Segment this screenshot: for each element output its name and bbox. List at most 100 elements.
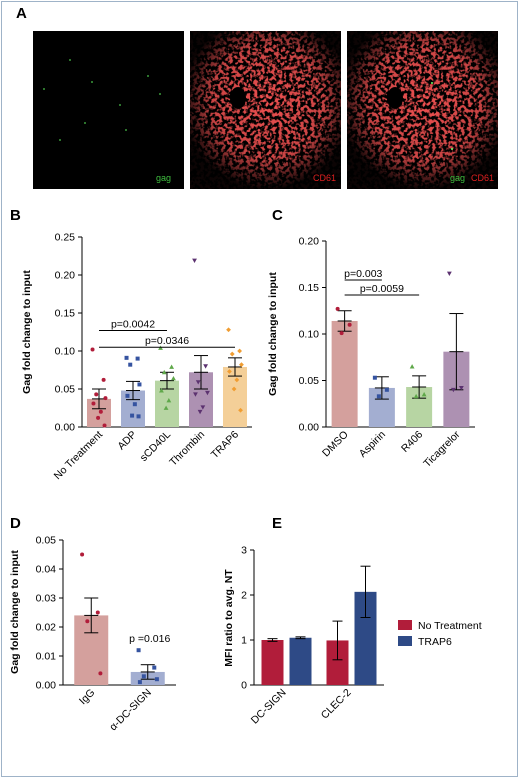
y-tick-label: 0.20 <box>55 270 76 282</box>
legend-label: TRAP6 <box>418 636 452 648</box>
chart-panel-d: D 0.00 0.01 0.02 0.03 0.04 0.05 Gag fold change… <box>9 515 176 733</box>
y-tick-label: 0.03 <box>36 593 57 605</box>
data-point <box>137 382 142 387</box>
bar <box>289 637 312 685</box>
data-point <box>85 619 90 624</box>
data-point <box>141 674 146 679</box>
data-point <box>159 388 164 393</box>
data-point <box>94 392 99 397</box>
x-tick-label: DC-SIGN <box>249 687 289 727</box>
label-cd61: CD61 <box>313 173 336 183</box>
data-point <box>421 392 427 397</box>
panel-letter: C <box>272 207 283 224</box>
data-point <box>95 610 100 615</box>
data-point <box>137 680 142 685</box>
data-point <box>130 413 135 418</box>
legend-swatch <box>398 636 412 646</box>
data-point <box>161 369 167 375</box>
y-tick-label: 0.00 <box>299 422 320 434</box>
data-point <box>80 552 85 557</box>
data-point <box>124 355 129 360</box>
data-point <box>103 396 108 401</box>
data-point <box>229 351 235 357</box>
y-axis-label: MFI ratio to avg. NT <box>223 569 235 667</box>
x-tick-label: No Treatment <box>52 429 106 483</box>
data-point <box>372 375 377 380</box>
data-point <box>195 380 201 385</box>
p-value-label: p=0.0346 <box>145 335 189 347</box>
label-gag: gag <box>156 173 171 183</box>
data-point <box>192 258 197 263</box>
p-value-label: p=0.0059 <box>360 283 404 295</box>
y-tick-label: 0.00 <box>36 680 57 692</box>
y-axis-label: Gag fold change to input <box>9 550 21 674</box>
y-tick-label: 0.02 <box>36 622 57 634</box>
data-point <box>163 405 169 410</box>
data-point <box>166 398 172 403</box>
panel-letter: E <box>272 515 282 532</box>
y-tick-label: 0.05 <box>299 375 320 387</box>
y-tick-label: 0.00 <box>55 422 76 434</box>
y-tick-label: 0.01 <box>36 651 57 663</box>
x-tick-label: Thrombin <box>167 429 207 469</box>
y-tick-label: 0.20 <box>299 236 320 248</box>
legend-swatch <box>398 620 412 630</box>
y-axis-label: Gag fold change to input <box>267 272 279 396</box>
data-point <box>450 387 456 393</box>
gag-signal <box>43 59 161 141</box>
data-point <box>136 648 141 653</box>
data-point <box>136 414 141 419</box>
data-point <box>339 331 344 336</box>
x-tick-label: DMSO <box>320 429 351 460</box>
y-tick-label: 1 <box>241 635 247 647</box>
bar <box>354 591 377 685</box>
chart-panel-c: C 0.00 0.05 0.10 0.15 0.20 Gag fold change to … <box>267 207 475 470</box>
data-point <box>90 347 95 352</box>
data-point <box>101 377 106 382</box>
data-point <box>384 387 389 392</box>
y-tick-label: 0.04 <box>36 564 57 576</box>
y-tick-label: 0 <box>241 680 247 692</box>
data-point <box>171 375 176 381</box>
x-tick-label: TRAP6 <box>209 429 242 462</box>
y-tick-label: 0.10 <box>299 329 320 341</box>
panel-letter: B <box>10 207 21 224</box>
data-point <box>227 369 232 374</box>
bar <box>223 366 247 427</box>
x-tick-label: CLEC-2 <box>319 687 354 722</box>
y-tick-label: 0.15 <box>55 308 76 320</box>
label-cd61-merge: CD61 <box>471 173 494 183</box>
label-gag-merge: gag <box>450 173 465 183</box>
data-point <box>231 386 237 392</box>
data-point <box>154 677 159 682</box>
y-tick-label: 0.10 <box>55 346 76 358</box>
y-tick-label: 0.25 <box>55 232 76 244</box>
data-point <box>413 393 419 399</box>
data-point <box>169 364 175 369</box>
p-value-label: p=0.003 <box>344 268 382 280</box>
data-point <box>132 402 137 407</box>
data-point <box>238 407 243 413</box>
y-axis-label: Gag fold change to input <box>21 270 33 394</box>
y-tick-label: 0.05 <box>55 384 76 396</box>
charts: B 0.00 0.05 0.10 0.15 0.20 0.25 Gag fold change… <box>9 207 482 733</box>
y-tick-label: 2 <box>241 590 247 602</box>
data-point <box>98 409 103 414</box>
merge-signal <box>347 31 498 189</box>
data-point <box>135 356 140 361</box>
data-point <box>226 327 231 333</box>
p-value-label: p=0.0042 <box>111 318 155 330</box>
data-point <box>125 393 130 398</box>
x-tick-label: Ticagrelor <box>421 428 463 470</box>
bar <box>326 640 349 685</box>
data-point <box>347 322 352 327</box>
data-point <box>376 394 381 399</box>
panel-a-letter: A <box>16 5 27 22</box>
data-point <box>128 362 133 367</box>
data-point <box>335 306 340 311</box>
data-point <box>98 671 103 676</box>
data-point <box>200 405 206 410</box>
data-point <box>205 390 210 396</box>
data-point <box>237 348 243 354</box>
micrograph-gag <box>33 31 184 189</box>
